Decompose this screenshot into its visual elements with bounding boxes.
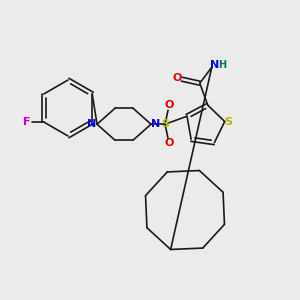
Text: O: O [164,100,174,110]
Text: F: F [23,117,31,127]
Text: S: S [161,119,169,129]
Text: N: N [87,119,97,129]
Text: O: O [164,138,174,148]
Text: S: S [225,116,233,127]
Text: N: N [210,60,219,70]
Text: H: H [218,60,226,70]
Text: N: N [152,119,160,129]
Text: O: O [172,73,182,83]
